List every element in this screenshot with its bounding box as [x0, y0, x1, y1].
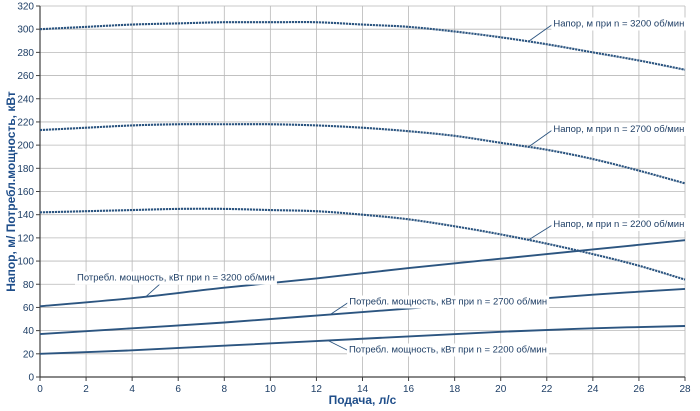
x-tick-label: 0 [37, 384, 43, 395]
series-line-0 [39, 21, 686, 71]
annotation-label: Напор, м при n = 3200 об/мин [553, 18, 684, 29]
y-tick-label: 180 [17, 164, 34, 175]
y-tick-label: 140 [17, 210, 34, 221]
x-tick-label: 26 [633, 384, 645, 395]
y-tick-label: 260 [17, 71, 34, 82]
annotation-group: Напор, м при n = 3200 об/мин Напор, м при… [75, 17, 687, 357]
series-line-3 [39, 239, 686, 308]
x-tick-label: 4 [129, 384, 135, 395]
annotation-leader-line [528, 129, 553, 148]
y-tick-label: 100 [17, 257, 34, 268]
y-tick-label: 160 [17, 187, 34, 198]
annotation-background [346, 343, 549, 357]
x-tick-label: 14 [357, 384, 369, 395]
annotation-background [551, 122, 687, 136]
x-tick-label: 18 [449, 384, 461, 395]
y-tick-label: 120 [17, 233, 34, 244]
annotation-label: Напор, м при n = 2700 об/мин [553, 124, 684, 135]
annotation-background [551, 17, 687, 31]
x-tick-label: 16 [403, 384, 415, 395]
x-tick-label: 8 [222, 384, 228, 395]
y-tick-label: 280 [17, 48, 34, 59]
grid [39, 5, 686, 378]
annotation-leader-line [327, 340, 349, 351]
annotation-background [551, 217, 687, 231]
y-tick-label: 60 [23, 303, 35, 314]
annotation-label: Потребл. мощность, кВт при n = 2200 об/м… [349, 344, 547, 355]
y-tick-label: 240 [17, 94, 34, 105]
x-tick-label: 2 [83, 384, 89, 395]
y-tick-label: 220 [17, 117, 34, 128]
y-tick-label: 40 [23, 326, 35, 337]
axes: 0 2 4 6 8 10 12 14 16 18 20 22 24 26 28020406080100120… [17, 2, 691, 396]
x-axis-title: Подача, л/с [329, 393, 397, 407]
annotation-label: Потребл. мощность, кВт при n = 3200 об/м… [77, 273, 275, 284]
x-tick-label: 6 [175, 384, 181, 395]
annotation-background [75, 271, 277, 285]
series-group [39, 21, 686, 355]
series-line-4 [39, 287, 686, 336]
y-axis-title: Напор, м/ Потребл.мощность, кВт [4, 91, 18, 292]
x-tick-label: 20 [495, 384, 507, 395]
annotation-label: Потребл. мощность, кВт при n = 2700 об/м… [349, 297, 547, 308]
series-line-1 [39, 123, 686, 185]
x-tick-label: 12 [311, 384, 323, 395]
annotation-label: Напор, м при n = 2200 об/мин [553, 219, 684, 230]
y-tick-label: 300 [17, 25, 34, 36]
y-tick-label: 0 [28, 373, 34, 384]
y-tick-label: 20 [23, 349, 35, 360]
annotation-leader-line [330, 302, 349, 315]
y-tick-label: 320 [17, 2, 34, 13]
annotation-background [347, 295, 550, 309]
series-line-5 [39, 325, 686, 355]
annotation-leader-line [528, 24, 553, 42]
series-line-2 [39, 207, 686, 281]
x-tick-label: 10 [265, 384, 277, 395]
annotation-leader-line [528, 224, 553, 241]
y-tick-label: 80 [23, 280, 35, 291]
y-tick-label: 200 [17, 141, 34, 152]
x-tick-label: 24 [587, 384, 599, 395]
x-tick-label: 28 [679, 384, 691, 395]
x-tick-label: 22 [541, 384, 553, 395]
